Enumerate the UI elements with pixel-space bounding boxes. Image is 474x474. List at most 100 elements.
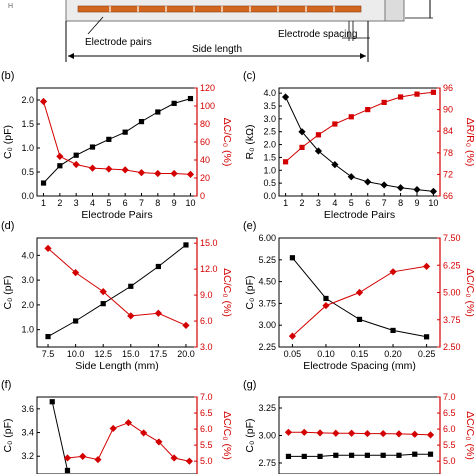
x-tick-label: 7 xyxy=(139,198,144,208)
x-tick-label: 6 xyxy=(365,198,370,208)
y-right-tick-label: 96 xyxy=(443,83,453,93)
chart-panel: (b) 1 2 3 4 5 6 7 8 9 10 Electrode Pairs 0.0 0.5 1.0 1.… xyxy=(1,70,233,221)
panel-letter: (e) xyxy=(243,220,256,232)
data-point xyxy=(422,262,431,270)
electrode-strip xyxy=(77,5,362,13)
x-tick-label: 2 xyxy=(57,198,62,208)
y-left-axis-label: C₀ (pF) xyxy=(2,275,14,309)
data-point xyxy=(390,327,396,334)
data-point xyxy=(315,132,322,138)
y-right-axis-label: ΔR/R₀ (%) xyxy=(464,118,474,167)
schematic: Side length Electrode pairs Electrode sp… xyxy=(8,0,433,62)
chart-panel: (d) 7.5 10.0 12.5 15.0 17.5 20.0 Side Length (m… xyxy=(1,220,233,372)
y-left-tick-label: 2.0 xyxy=(21,95,34,105)
data-point xyxy=(39,97,48,106)
x-tick-label: 2 xyxy=(299,198,304,208)
y-left-tick-label: 4.50 xyxy=(258,277,276,287)
y-left-tick-label: 3.2 xyxy=(21,451,34,461)
x-tick-label: 3 xyxy=(74,198,79,208)
electrode-spacing-label: Electrode spacing xyxy=(278,29,358,40)
data-point xyxy=(109,424,117,433)
data-point xyxy=(138,119,145,125)
data-point xyxy=(105,165,113,173)
data-point xyxy=(347,173,355,181)
panel-letter: (f) xyxy=(1,379,11,391)
x-tick-label: 15.0 xyxy=(122,349,140,359)
x-tick-label: 10.0 xyxy=(67,349,85,359)
y-left-axis-label: R₀ (kΩ) xyxy=(244,125,256,160)
data-point xyxy=(56,152,64,160)
data-point xyxy=(395,430,403,438)
data-point xyxy=(282,159,289,165)
y-right-tick-label: 6.0 xyxy=(443,424,456,434)
y-right-tick-label: 15.0 xyxy=(200,238,218,248)
data-point xyxy=(426,431,435,439)
data-point xyxy=(396,184,405,192)
side-length-label: Side length xyxy=(192,44,242,55)
data-point xyxy=(63,454,72,462)
y-left-tick-label: 0.5 xyxy=(21,167,34,177)
data-point xyxy=(185,457,193,465)
data-point xyxy=(127,312,135,320)
data-point xyxy=(355,288,364,297)
y-left-tick-label: 3.00 xyxy=(258,320,276,330)
y-right-axis-label: ΔC/C₀ (%) xyxy=(464,268,474,317)
y-left-axis-label: C₀ (pF) xyxy=(2,418,14,452)
x-tick-label: 4 xyxy=(332,198,337,208)
y-left-tick-label: 1.0 xyxy=(21,325,34,335)
y-left-tick-label: 3.0 xyxy=(263,114,276,124)
x-tick-label: 6 xyxy=(123,198,128,208)
x-tick-label: 10 xyxy=(428,198,438,208)
data-point xyxy=(331,161,339,169)
data-point xyxy=(322,301,330,310)
side-length-arrowhead-right xyxy=(360,53,366,59)
panel-letter: (b) xyxy=(1,70,14,82)
y-left-tick-label: 3.75 xyxy=(258,298,276,308)
x-axis-label: Electrode Pairs xyxy=(324,209,395,221)
data-point xyxy=(299,144,305,150)
data-point xyxy=(348,429,356,437)
y-left-tick-label: 0.5 xyxy=(263,178,276,188)
electrode-pairs-pointer xyxy=(87,16,104,35)
y-right-axis-label: ΔC/C₀ (%) xyxy=(464,411,474,460)
y-right-tick-label: 9.0 xyxy=(200,290,213,300)
data-point xyxy=(414,91,420,97)
plot-frame xyxy=(36,396,198,474)
data-point xyxy=(349,452,355,458)
y-left-tick-label: 2.0 xyxy=(263,140,276,150)
y-left-tick-label: 2.75 xyxy=(258,458,276,468)
x-tick-label: 5 xyxy=(349,198,354,208)
data-point xyxy=(284,428,293,436)
y-right-tick-label: 5.0 xyxy=(200,456,213,466)
y-left-tick-label: 3.6 xyxy=(21,404,34,414)
data-point xyxy=(100,301,106,307)
data-point xyxy=(106,136,112,142)
data-point xyxy=(348,114,354,120)
y-left-tick-label: 3.0 xyxy=(21,275,34,285)
y-left-axis-label: C₀ (pF) xyxy=(244,418,256,452)
data-point xyxy=(64,467,71,474)
data-point xyxy=(73,318,79,324)
y-left-tick-label: 6.00 xyxy=(258,233,276,243)
y-left-tick-label: 2.0 xyxy=(21,300,34,310)
data-point xyxy=(381,99,387,105)
data-point xyxy=(314,147,323,155)
y-right-tick-label: 5.00 xyxy=(443,288,461,298)
data-point xyxy=(285,453,292,459)
x-tick-label: 0.20 xyxy=(384,349,402,359)
data-point xyxy=(154,309,162,317)
y-left-axis-label: C₀ (pF) xyxy=(244,275,256,309)
data-point xyxy=(301,453,307,459)
y-left-tick-label: 2.5 xyxy=(263,127,276,137)
y-left-tick-label: 3.25 xyxy=(258,403,276,413)
y-left-tick-label: 2.25 xyxy=(258,342,276,352)
data-point xyxy=(316,429,324,437)
y-right-tick-label: 66 xyxy=(443,191,453,201)
x-tick-label: 3 xyxy=(316,198,321,208)
x-tick-label: 0.05 xyxy=(284,349,302,359)
data-point xyxy=(289,255,296,261)
data-point xyxy=(413,185,421,194)
data-point xyxy=(137,169,146,177)
y-right-tick-label: 5.5 xyxy=(200,440,213,450)
